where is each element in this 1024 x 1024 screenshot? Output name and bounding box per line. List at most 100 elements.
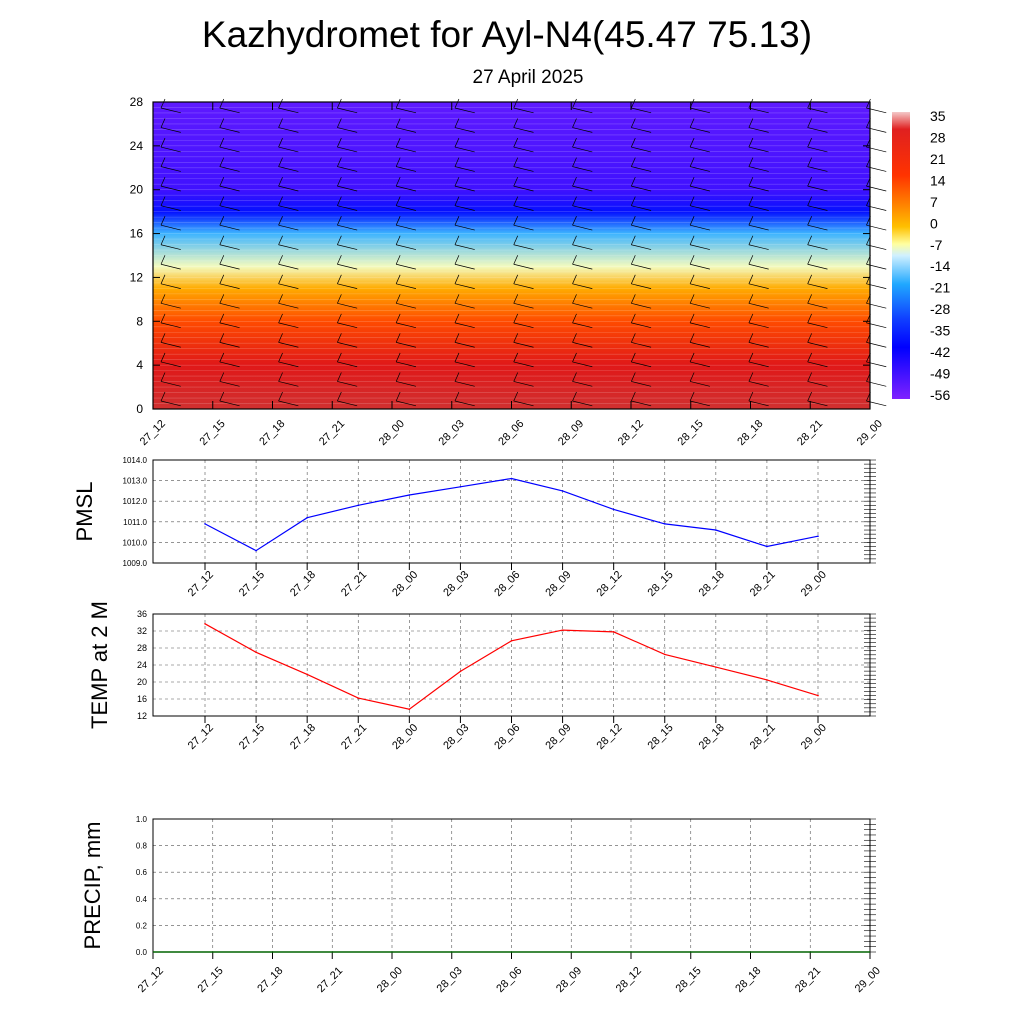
wind-barb-flag xyxy=(807,176,812,187)
wind-barb xyxy=(690,224,710,231)
wind-barb xyxy=(454,166,475,172)
x-tick-label: 28_15 xyxy=(646,569,676,599)
wind-barb-flag xyxy=(454,176,460,187)
wind-barb-flag xyxy=(748,235,754,245)
wind-barb-flag xyxy=(395,176,401,187)
wind-barb-flag xyxy=(160,235,166,245)
wind-barb-flag xyxy=(807,274,812,284)
x-tick-label: 28_18 xyxy=(735,418,765,448)
wind-barb xyxy=(748,322,769,329)
wind-barb xyxy=(631,205,652,211)
x-tick-label: 28_18 xyxy=(733,965,763,995)
wind-barb xyxy=(631,224,652,231)
wind-barb xyxy=(572,400,593,407)
wind-barb xyxy=(513,381,534,387)
x-tick-label: 29_00 xyxy=(799,722,829,752)
wind-barb xyxy=(454,302,475,309)
wind-barb xyxy=(807,342,828,348)
colorbar-label: 35 xyxy=(930,108,946,124)
wind-barb-flag xyxy=(689,137,695,148)
wind-barb xyxy=(219,107,240,114)
wind-barb xyxy=(513,127,534,133)
wind-barb-flag xyxy=(278,137,283,148)
wind-barb xyxy=(337,166,358,172)
wind-barb-flag xyxy=(748,352,754,363)
wind-barb xyxy=(337,224,358,231)
x-tick-label: 28_06 xyxy=(494,965,524,995)
wind-barb-flag xyxy=(219,294,225,304)
wind-barb xyxy=(219,283,240,289)
chart-title: Kazhydromet for Ayl-N4(45.47 75.13) xyxy=(202,14,812,55)
wind-barb-flag xyxy=(572,333,577,343)
wind-barb xyxy=(454,361,475,368)
wind-barb xyxy=(219,166,240,172)
wind-barb-flag xyxy=(630,98,636,109)
y-tick-label: 32 xyxy=(137,626,147,636)
wind-barb-flag xyxy=(630,391,636,402)
wind-barb xyxy=(160,361,181,368)
wind-barb xyxy=(219,146,240,153)
y-tick-label: 24 xyxy=(137,660,147,670)
wind-barb-flag xyxy=(395,313,401,324)
wind-barb xyxy=(396,244,417,250)
wind-barb-flag xyxy=(572,176,577,187)
wind-barb-flag xyxy=(630,157,636,167)
wind-barb-flag xyxy=(395,157,401,167)
wind-barb-flag xyxy=(160,216,166,226)
wind-barb xyxy=(278,205,299,211)
wind-barb-flag xyxy=(160,333,166,343)
wind-barb xyxy=(690,322,710,329)
wind-barb-flag xyxy=(219,157,225,167)
wind-barb xyxy=(396,166,417,172)
wind-barb-flag xyxy=(689,196,695,206)
wind-barb xyxy=(513,361,534,368)
wind-barb xyxy=(160,322,181,329)
wind-barb-flag xyxy=(278,391,283,402)
wind-barb xyxy=(337,146,358,153)
wind-barb-flag xyxy=(689,294,695,304)
wind-barb-flag xyxy=(513,98,519,109)
wind-barb xyxy=(219,263,240,270)
wind-barb xyxy=(631,283,652,289)
wind-barb xyxy=(572,244,593,250)
wind-barb-flag xyxy=(454,391,460,402)
wind-barb-flag xyxy=(160,294,166,304)
wind-barb-flag xyxy=(807,372,812,382)
wind-barb xyxy=(572,146,593,153)
wind-barb-flag xyxy=(630,274,636,284)
data-point xyxy=(612,508,615,511)
wind-barb-flag xyxy=(337,98,342,109)
wind-barb-flag xyxy=(572,352,577,363)
wind-barb xyxy=(748,146,769,153)
wind-barb-flag xyxy=(454,98,460,109)
wind-barb xyxy=(454,224,475,231)
wind-barb-flag xyxy=(513,157,519,167)
y-tick-label: 16 xyxy=(137,694,147,704)
wind-barb-flag xyxy=(630,196,636,206)
wind-barb xyxy=(278,263,299,270)
y-tick-label: 12 xyxy=(130,270,144,284)
wind-barb xyxy=(631,302,652,309)
wind-barb xyxy=(807,361,828,368)
wind-barb-flag xyxy=(572,313,577,324)
wind-barb xyxy=(278,166,299,172)
wind-barb xyxy=(278,283,299,289)
series-line xyxy=(204,623,819,710)
wind-barb-flag xyxy=(337,274,342,284)
wind-barb xyxy=(396,381,417,387)
wind-barb xyxy=(160,185,181,192)
x-tick-label: 28_18 xyxy=(697,722,727,752)
x-tick-label: 28_06 xyxy=(496,418,526,448)
wind-barb-flag xyxy=(454,157,460,167)
wind-barb-flag xyxy=(454,137,460,148)
data-point xyxy=(766,545,768,548)
wind-barb xyxy=(219,381,240,387)
wind-barb-flag xyxy=(572,157,577,167)
wind-barb-flag xyxy=(572,294,577,304)
wind-barb-flag xyxy=(395,137,401,148)
data-point xyxy=(255,549,257,552)
wind-barb-flag xyxy=(748,216,754,226)
y-axis-label: PMSL xyxy=(72,482,97,542)
wind-barb xyxy=(160,166,181,172)
data-point xyxy=(663,653,666,656)
